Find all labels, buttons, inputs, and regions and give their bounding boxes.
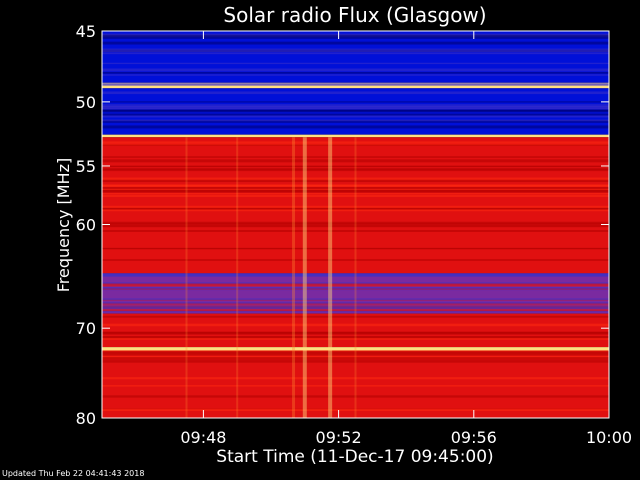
spectral-texture-line	[102, 298, 609, 301]
chart-title: Solar radio Flux (Glasgow)	[223, 3, 486, 27]
spectral-texture-line	[102, 331, 609, 334]
spectral-texture-line	[102, 287, 609, 289]
y-tick-label: 50	[76, 93, 96, 112]
burst-column	[236, 137, 239, 418]
plot-area	[102, 31, 609, 418]
spectral-texture-line	[102, 385, 609, 387]
spectral-texture-line	[102, 177, 609, 181]
x-axis-label: Start Time (11-Dec-17 09:45:00)	[216, 447, 493, 467]
spectral-texture-line	[102, 115, 609, 118]
spectral-texture-line	[102, 113, 609, 116]
y-tick-label: 70	[76, 319, 96, 338]
spectral-texture-line	[102, 323, 609, 327]
x-tick-label: 10:00	[586, 428, 632, 447]
frequency-band	[102, 134, 609, 138]
frequency-band	[102, 347, 609, 351]
spectral-texture-line	[102, 52, 609, 55]
spectral-texture-line	[102, 179, 609, 183]
y-tick-label: 55	[76, 157, 96, 176]
spectral-texture-line	[102, 282, 609, 285]
spectral-texture-line	[102, 48, 609, 51]
spectral-texture-line	[102, 119, 609, 122]
spectral-texture-line	[102, 205, 609, 209]
spectral-texture-line	[102, 337, 609, 340]
spectral-texture-line	[102, 192, 609, 195]
spectral-texture-line	[102, 91, 609, 95]
x-tick-label: 09:52	[316, 428, 362, 447]
spectral-texture-line	[102, 74, 609, 76]
spectral-texture-line	[102, 168, 609, 172]
spectral-texture-line	[102, 302, 609, 304]
burst-column	[302, 137, 307, 418]
x-tick-label: 09:48	[180, 428, 226, 447]
spectral-texture-line	[102, 36, 609, 39]
burst-column	[292, 137, 296, 418]
spectral-texture-line	[102, 68, 609, 72]
burst-column	[354, 137, 357, 418]
spectral-texture-line	[102, 41, 609, 45]
spectral-texture-line	[102, 207, 609, 210]
spectral-texture-line	[102, 310, 609, 312]
burst-column	[328, 137, 333, 418]
spectral-texture-line	[102, 273, 609, 276]
spectral-texture-line	[102, 288, 609, 290]
spectral-texture-line	[102, 310, 609, 313]
spectral-texture-line	[102, 109, 609, 113]
spectral-texture-line	[102, 225, 609, 228]
spectral-texture-line	[102, 119, 609, 123]
spectral-texture-line	[102, 104, 609, 108]
spectral-texture-line	[102, 306, 609, 309]
spectral-texture-line	[102, 283, 609, 287]
spectral-texture-line	[102, 165, 609, 167]
spectral-texture-line	[102, 156, 609, 158]
spectral-texture-line	[102, 360, 609, 363]
spectral-texture-line	[102, 187, 609, 189]
frequency-band	[102, 313, 609, 348]
spectral-texture-line	[102, 83, 609, 86]
spectral-texture-line	[102, 408, 609, 412]
spectral-texture-line	[102, 106, 609, 109]
spectral-texture-line	[102, 190, 609, 192]
spectral-texture-line	[102, 184, 609, 187]
spectral-texture-line	[102, 247, 609, 250]
spectral-texture-line	[102, 377, 609, 380]
spectral-texture-line	[102, 259, 609, 261]
spectral-texture-line	[102, 209, 609, 212]
spectral-texture-line	[102, 230, 609, 232]
y-axis-label: Frequency [MHz]	[54, 158, 73, 292]
spectral-texture-line	[102, 141, 609, 144]
spectral-texture-line	[102, 274, 609, 277]
burst-column	[185, 137, 188, 418]
spectral-texture-line	[102, 62, 609, 65]
spectral-texture-line	[102, 223, 609, 227]
frequency-band	[102, 31, 609, 83]
axes-layer: 45 50 55 60 70 80 09:48 09:52 09:56 10:00	[76, 22, 632, 447]
spectral-texture-line	[102, 336, 609, 338]
updated-timestamp: Updated Thu Feb 22 04:41:43 2018	[2, 469, 145, 478]
spectral-texture-line	[102, 395, 609, 398]
spectral-texture-line	[102, 34, 609, 38]
y-tick-label: 80	[76, 409, 96, 428]
x-tick-label: 09:56	[451, 428, 497, 447]
spectral-texture-line	[102, 351, 609, 354]
spectral-texture-line	[102, 350, 609, 352]
spectral-texture-line	[102, 188, 609, 191]
y-tick-label: 45	[76, 22, 96, 41]
spectral-texture-line	[102, 101, 609, 103]
spectral-texture-line	[102, 353, 609, 356]
spectral-texture-line	[102, 315, 609, 318]
spectral-texture-line	[102, 50, 609, 53]
spectral-texture-line	[102, 357, 609, 360]
spectral-texture-line	[102, 125, 609, 129]
spectral-texture-line	[102, 194, 609, 197]
spectral-texture-line	[102, 144, 609, 146]
y-tick-label: 60	[76, 216, 96, 235]
spectral-texture-line	[102, 159, 609, 163]
spectral-texture-line	[102, 72, 609, 74]
spectral-texture-line	[102, 221, 609, 224]
spectral-texture-line	[102, 82, 609, 85]
